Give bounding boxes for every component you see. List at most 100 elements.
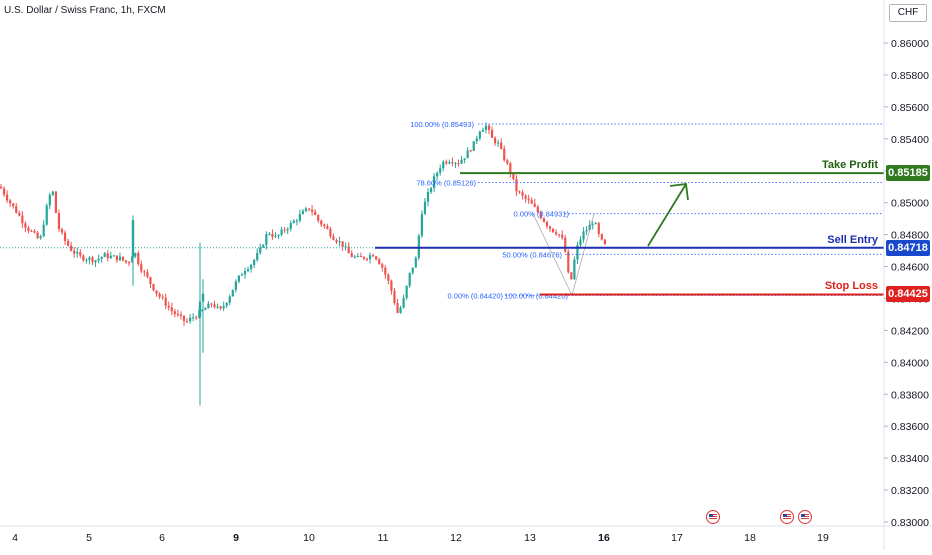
candle-body [2, 188, 6, 195]
candle [246, 266, 250, 273]
candle [442, 160, 445, 172]
candle-body [555, 232, 558, 235]
time-tick-label: 13 [524, 532, 536, 544]
candle-body [341, 241, 344, 247]
price-tick-label: 0.83400 [891, 453, 929, 465]
candle [518, 190, 521, 194]
candle-body [0, 186, 3, 189]
candle-body [494, 137, 497, 144]
candle-body [149, 277, 152, 285]
candle [219, 305, 222, 311]
us-flag-icon[interactable] [798, 510, 812, 524]
candle-body [286, 228, 289, 231]
candle [131, 215, 135, 286]
candle-body [85, 259, 88, 261]
candle-body [326, 226, 329, 229]
candle-body [457, 163, 460, 165]
candle [414, 256, 417, 268]
candle [91, 255, 94, 266]
candle-body [414, 257, 417, 268]
candle [256, 248, 259, 262]
candle-body [164, 297, 167, 306]
candle-body [161, 296, 164, 298]
candle [48, 192, 51, 210]
candle [503, 145, 506, 162]
candle [198, 242, 202, 406]
candle-body [271, 233, 274, 237]
candle-body [30, 230, 33, 232]
candle [173, 308, 176, 318]
candle [158, 292, 161, 300]
candle [33, 229, 36, 234]
candle [15, 203, 18, 214]
candle [368, 252, 372, 264]
candle [323, 223, 326, 229]
candle-body [33, 231, 36, 233]
candle [54, 191, 57, 214]
us-flag-icon[interactable] [706, 510, 720, 524]
candle [298, 209, 301, 223]
candle-body [88, 257, 91, 260]
candle-body [582, 231, 585, 240]
candle [307, 208, 311, 212]
candle-body [558, 234, 561, 236]
candle [12, 203, 15, 209]
stop-loss-label: Stop Loss [824, 280, 878, 293]
candle [231, 289, 234, 297]
candle-body [375, 256, 378, 260]
candle [521, 189, 524, 200]
stop-loss-price-tag: 0.84425 [886, 286, 930, 303]
price-tick-label: 0.85000 [891, 198, 929, 210]
candle [314, 209, 317, 216]
candle [545, 220, 549, 229]
candle [63, 230, 67, 245]
us-flag-icon[interactable] [780, 510, 794, 524]
candle-body [381, 264, 384, 268]
candle-body [9, 200, 12, 204]
candle-body [497, 142, 500, 144]
candle [6, 190, 9, 204]
candle-body [408, 272, 411, 286]
candle-body [463, 158, 466, 160]
candle-body [311, 209, 314, 212]
take-profit-price-tag: 0.85185 [886, 165, 930, 182]
candle-body [387, 274, 390, 281]
candle-body [320, 220, 323, 225]
candle [225, 302, 228, 309]
candle [445, 159, 448, 166]
candle [30, 229, 33, 232]
candle-body [167, 305, 170, 308]
candle [548, 225, 552, 232]
candle [216, 303, 219, 310]
candle-body [469, 150, 472, 152]
candle [161, 294, 164, 300]
candle [253, 258, 256, 268]
candle [182, 315, 186, 326]
candle-body [515, 179, 518, 192]
candle [18, 210, 21, 217]
fib-level-label: 78.60% (0.85126) [416, 179, 476, 188]
candle [597, 221, 600, 238]
candle-body [548, 226, 552, 229]
currency-selector[interactable]: CHF [889, 4, 927, 22]
candle [585, 226, 588, 236]
candle [149, 276, 152, 289]
candle-body [301, 211, 305, 215]
candle [39, 234, 42, 240]
time-tick-label: 10 [303, 532, 315, 544]
candle [451, 157, 454, 167]
candle [82, 254, 85, 262]
candle-body [405, 285, 408, 298]
candle [118, 252, 122, 261]
candle [234, 279, 237, 293]
candle-body [292, 221, 295, 224]
candle [76, 247, 79, 258]
candle-body [390, 280, 393, 291]
candle [506, 158, 509, 166]
fib-level-label: 100.00% (0.84420) [504, 291, 568, 300]
candle [341, 241, 344, 251]
fib-level-label: 0.00% (0.84931) [514, 210, 570, 219]
candle [344, 242, 347, 251]
